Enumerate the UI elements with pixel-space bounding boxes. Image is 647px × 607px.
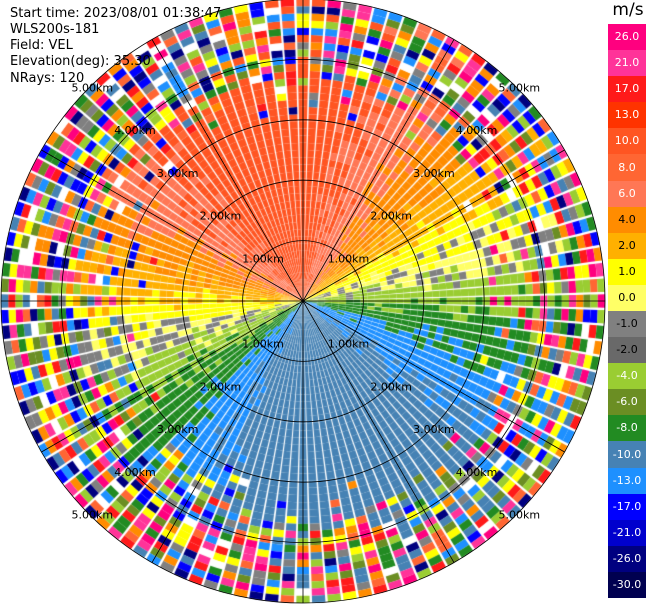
colorbar-swatch bbox=[608, 258, 646, 286]
start-time-text: Start time: 2023/08/01 01:38:47 bbox=[10, 6, 222, 21]
colorbar-label: 1.0 bbox=[618, 264, 636, 278]
colorbar-swatch bbox=[608, 24, 646, 51]
range-ring-label: 2.00km bbox=[370, 380, 412, 393]
colorbar-swatch bbox=[608, 102, 646, 129]
colorbar-swatch bbox=[608, 519, 646, 547]
colorbar-label: -17.0 bbox=[612, 499, 642, 513]
range-ring-label: 1.00km bbox=[242, 338, 284, 351]
colorbar-label: 0.0 bbox=[618, 290, 636, 304]
colorbar: 26.0 21.0 17.0 13.0 10.0 8.0 6.0 4.0 2.0 1.0 0.0 -1… bbox=[608, 24, 646, 599]
colorbar-label: 2.0 bbox=[618, 238, 636, 252]
instrument-text: WLS200s-181 bbox=[10, 22, 100, 37]
colorbar-unit: m/s bbox=[612, 0, 644, 20]
colorbar-swatch bbox=[608, 311, 646, 338]
range-ring-label: 3.00km bbox=[157, 423, 199, 436]
range-ring-label: 3.00km bbox=[413, 167, 455, 180]
elevation-text: Elevation(deg): 35.30 bbox=[10, 54, 151, 69]
colorbar-label: 26.0 bbox=[614, 30, 640, 44]
colorbar-swatch bbox=[608, 232, 646, 260]
colorbar-label: -21.0 bbox=[612, 525, 642, 539]
range-ring-label: 5.00km bbox=[71, 509, 113, 522]
colorbar-swatch bbox=[608, 389, 646, 416]
range-ring-label: 4.00km bbox=[114, 466, 156, 479]
radar-ppi-plot bbox=[0, 0, 607, 607]
range-ring-label: 1.00km bbox=[328, 338, 370, 351]
range-ring-label: 4.00km bbox=[114, 124, 156, 137]
range-ring-label: 2.00km bbox=[200, 210, 242, 223]
range-ring-label: 1.00km bbox=[242, 252, 284, 265]
range-ring-label: 5.00km bbox=[499, 509, 541, 522]
colorbar-label: 8.0 bbox=[618, 160, 636, 174]
colorbar-swatch bbox=[608, 363, 646, 390]
colorbar-label: -4.0 bbox=[616, 369, 638, 383]
colorbar-swatch bbox=[608, 76, 646, 103]
colorbar-swatch bbox=[608, 154, 646, 182]
azimuth-line bbox=[151, 300, 304, 563]
azimuth-line bbox=[151, 39, 304, 302]
colorbar-label: -30.0 bbox=[612, 577, 642, 591]
field-text: Field: VEL bbox=[10, 38, 73, 53]
colorbar-swatch bbox=[608, 128, 646, 155]
range-ring-label: 3.00km bbox=[157, 167, 199, 180]
range-ring-label: 4.00km bbox=[456, 124, 498, 137]
colorbar-label: -26.0 bbox=[612, 551, 642, 565]
colorbar-swatch bbox=[608, 467, 646, 495]
range-ring-label: 4.00km bbox=[456, 466, 498, 479]
range-ring-label: 5.00km bbox=[71, 81, 113, 94]
colorbar-label: -2.0 bbox=[616, 343, 638, 357]
nrays-text: NRays: 120 bbox=[10, 71, 85, 86]
azimuth-line bbox=[302, 149, 565, 302]
range-ring-label: 2.00km bbox=[200, 380, 242, 393]
colorbar-label: 6.0 bbox=[618, 186, 636, 200]
range-ring-label: 2.00km bbox=[370, 210, 412, 223]
colorbar-swatch bbox=[608, 206, 646, 234]
range-ring-label: 3.00km bbox=[413, 423, 455, 436]
colorbar-swatch bbox=[608, 415, 646, 442]
colorbar-swatch bbox=[608, 284, 646, 312]
range-ring-label: 1.00km bbox=[328, 252, 370, 265]
colorbar-swatch bbox=[608, 337, 646, 364]
azimuth-line bbox=[302, 300, 455, 563]
colorbar-label: 10.0 bbox=[614, 134, 640, 148]
colorbar-swatch bbox=[608, 50, 646, 77]
colorbar-swatch bbox=[608, 493, 646, 521]
azimuth-line bbox=[302, 39, 455, 302]
range-ring-overlay: 1.00km 1.00km 1.00km 1.00km 2.00km 2.00km 2.00… bbox=[0, 0, 606, 604]
colorbar-label: 21.0 bbox=[614, 56, 640, 70]
colorbar-label: 17.0 bbox=[614, 82, 640, 96]
azimuth-line bbox=[41, 149, 304, 302]
colorbar-label: -10.0 bbox=[612, 447, 642, 461]
colorbar-swatch bbox=[608, 545, 646, 573]
colorbar-label: 4.0 bbox=[618, 212, 636, 226]
colorbar-label: -6.0 bbox=[616, 395, 638, 409]
colorbar-swatch bbox=[608, 180, 646, 208]
colorbar-swatch bbox=[608, 441, 646, 469]
colorbar-label: -8.0 bbox=[616, 421, 638, 435]
colorbar-label: 13.0 bbox=[614, 108, 640, 122]
colorbar-label: -1.0 bbox=[616, 317, 638, 331]
colorbar-label: -13.0 bbox=[612, 473, 642, 487]
azimuth-line bbox=[302, 300, 565, 453]
range-ring-label: 5.00km bbox=[499, 81, 541, 94]
colorbar-swatch bbox=[608, 571, 646, 599]
azimuth-line bbox=[41, 300, 304, 453]
